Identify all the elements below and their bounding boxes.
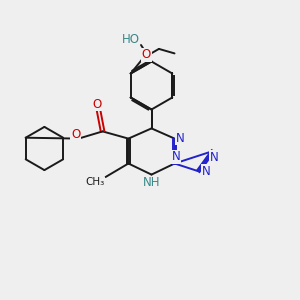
Text: N: N (201, 165, 210, 178)
Text: NH: NH (143, 176, 160, 190)
Text: O: O (142, 48, 151, 62)
Text: HO: HO (122, 33, 140, 46)
Text: N: N (171, 150, 180, 164)
Text: CH₃: CH₃ (85, 177, 105, 188)
Text: O: O (71, 128, 80, 141)
Text: N: N (210, 151, 218, 164)
Text: O: O (92, 98, 101, 111)
Text: N: N (176, 131, 184, 145)
